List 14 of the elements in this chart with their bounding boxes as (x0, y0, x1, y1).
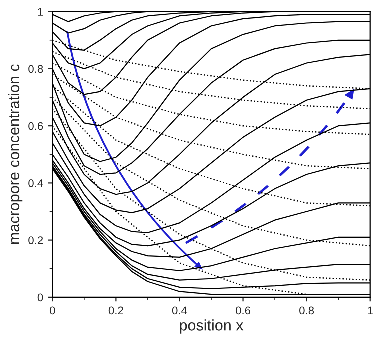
y-tick-label: 0.2 (28, 236, 44, 244)
y-axis-title: macropore concentration c (8, 64, 23, 244)
y-tick-label: 0 (38, 294, 44, 302)
x-tick-label: 0.4 (172, 306, 188, 315)
x-tick-label: 0.8 (300, 306, 314, 315)
x-tick-label: 0.2 (108, 306, 124, 315)
x-tick-label: 0 (50, 306, 56, 315)
x-tick-label: 0.6 (236, 306, 251, 315)
x-axis-title: position x (180, 320, 244, 334)
y-tick-label: 1 (38, 8, 44, 16)
y-tick-label: 0.8 (28, 65, 44, 74)
y-tick-label: 0.4 (28, 179, 44, 188)
y-tick-label: 0.6 (28, 122, 44, 130)
x-tick-label: 1 (368, 306, 373, 315)
